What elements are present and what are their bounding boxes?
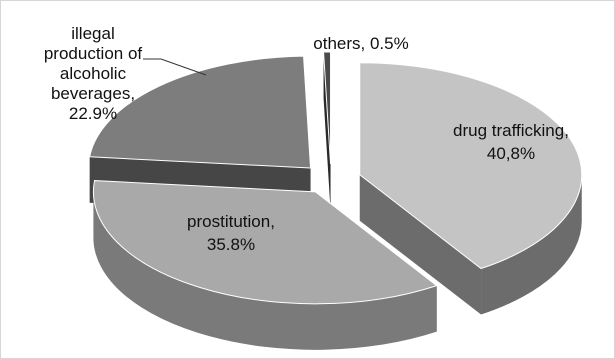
leader-line: [143, 58, 207, 76]
data-label-line: 35.8%: [207, 235, 255, 254]
data-label-line: illegal: [71, 24, 114, 43]
slice-cut-face-drug-trafficking-1: [359, 174, 482, 315]
data-label-illegal: illegal production of alcoholic beverages, 2…: [44, 24, 143, 123]
data-label-line: prostitution,: [187, 212, 275, 231]
data-label-line: 40,8%: [487, 144, 535, 163]
data-label-line: 22.9%: [69, 104, 117, 123]
slice-top-prostitution: [92, 180, 438, 305]
slice-top-drug-trafficking: [359, 62, 583, 270]
data-label-drug-trafficking: drug trafficking, 40,8%: [453, 121, 569, 163]
data-label-others: others, 0.5%: [313, 34, 408, 53]
pie-slice-prostitution: [92, 180, 438, 350]
pie-labels: drug trafficking, 40,8% prostitution, 35.8%…: [44, 24, 569, 254]
slice-top-others: [323, 51, 332, 165]
data-label-line: beverages,: [51, 84, 135, 103]
data-label-line: drug trafficking,: [453, 121, 569, 140]
slice-cut-face-others-0: [323, 52, 331, 211]
data-label-line: production of: [44, 44, 143, 63]
data-label-prostitution: prostitution, 35.8%: [187, 212, 275, 254]
data-label-line: alcoholic: [60, 64, 127, 83]
pie-slices: [89, 51, 583, 350]
data-label-line: others, 0.5%: [313, 34, 408, 53]
slice-top-illegal: [89, 55, 312, 169]
pie-slice-others: [323, 51, 332, 211]
slice-side-prostitution: [93, 191, 437, 350]
slice-side-drug-trafficking: [481, 174, 582, 315]
pie-slice-drug-trafficking: [359, 62, 583, 315]
